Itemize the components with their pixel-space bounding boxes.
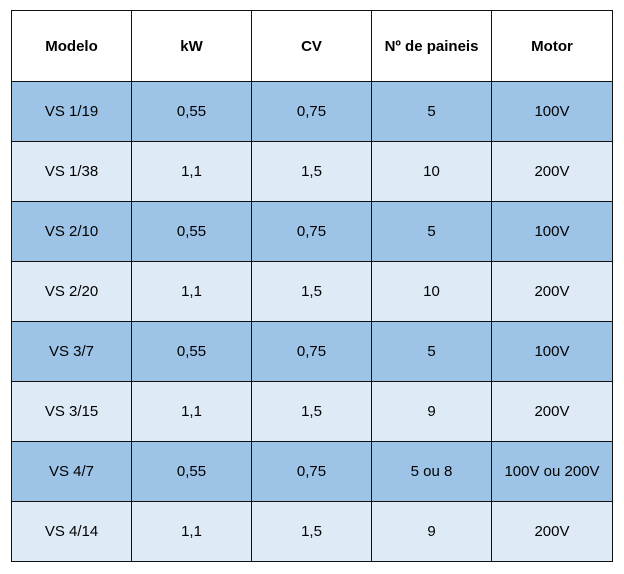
header-motor: Motor [491, 10, 613, 82]
cell-kw: 1,1 [131, 381, 252, 442]
cell-cv: 0,75 [251, 441, 372, 502]
table-row: VS 4/7 0,55 0,75 5 ou 8 100V ou 200V [11, 441, 613, 502]
cell-paineis: 10 [371, 141, 492, 202]
cell-modelo: VS 4/7 [11, 441, 132, 502]
header-row: Modelo kW CV Nº de paineis Motor [11, 10, 613, 82]
cell-motor: 200V [491, 501, 613, 562]
table-row: VS 3/7 0,55 0,75 5 100V [11, 321, 613, 382]
cell-kw: 1,1 [131, 261, 252, 322]
cell-paineis: 5 [371, 321, 492, 382]
table-row: VS 3/15 1,1 1,5 9 200V [11, 381, 613, 442]
cell-paineis: 9 [371, 381, 492, 442]
cell-cv: 1,5 [251, 141, 372, 202]
models-table: Modelo kW CV Nº de paineis Motor VS 1/19… [11, 10, 613, 562]
cell-modelo: VS 2/20 [11, 261, 132, 322]
cell-motor: 200V [491, 141, 613, 202]
cell-modelo: VS 3/15 [11, 381, 132, 442]
cell-kw: 1,1 [131, 501, 252, 562]
cell-kw: 0,55 [131, 81, 252, 142]
cell-paineis: 9 [371, 501, 492, 562]
cell-cv: 1,5 [251, 261, 372, 322]
cell-paineis: 5 [371, 81, 492, 142]
cell-cv: 0,75 [251, 321, 372, 382]
table-row: VS 2/10 0,55 0,75 5 100V [11, 201, 613, 262]
cell-modelo: VS 2/10 [11, 201, 132, 262]
cell-cv: 0,75 [251, 81, 372, 142]
table-row: VS 2/20 1,1 1,5 10 200V [11, 261, 613, 322]
table-container: Modelo kW CV Nº de paineis Motor VS 1/19… [11, 10, 613, 562]
table-row: VS 1/19 0,55 0,75 5 100V [11, 81, 613, 142]
cell-modelo: VS 4/14 [11, 501, 132, 562]
header-kw: kW [131, 10, 252, 82]
cell-motor: 100V [491, 321, 613, 382]
cell-paineis: 5 [371, 201, 492, 262]
cell-motor: 200V [491, 261, 613, 322]
cell-kw: 0,55 [131, 321, 252, 382]
cell-motor: 100V ou 200V [491, 441, 613, 502]
cell-modelo: VS 3/7 [11, 321, 132, 382]
cell-cv: 1,5 [251, 501, 372, 562]
cell-kw: 1,1 [131, 141, 252, 202]
cell-modelo: VS 1/38 [11, 141, 132, 202]
header-paineis: Nº de paineis [371, 10, 492, 82]
cell-paineis: 10 [371, 261, 492, 322]
cell-motor: 100V [491, 81, 613, 142]
cell-motor: 200V [491, 381, 613, 442]
table-row: VS 4/14 1,1 1,5 9 200V [11, 501, 613, 562]
table-body: VS 1/19 0,55 0,75 5 100V VS 1/38 1,1 1,5… [11, 81, 613, 562]
cell-modelo: VS 1/19 [11, 81, 132, 142]
table-header: Modelo kW CV Nº de paineis Motor [11, 10, 613, 82]
cell-cv: 1,5 [251, 381, 372, 442]
header-cv: CV [251, 10, 372, 82]
cell-paineis: 5 ou 8 [371, 441, 492, 502]
header-modelo: Modelo [11, 10, 132, 82]
cell-kw: 0,55 [131, 201, 252, 262]
cell-motor: 100V [491, 201, 613, 262]
table-row: VS 1/38 1,1 1,5 10 200V [11, 141, 613, 202]
cell-cv: 0,75 [251, 201, 372, 262]
cell-kw: 0,55 [131, 441, 252, 502]
